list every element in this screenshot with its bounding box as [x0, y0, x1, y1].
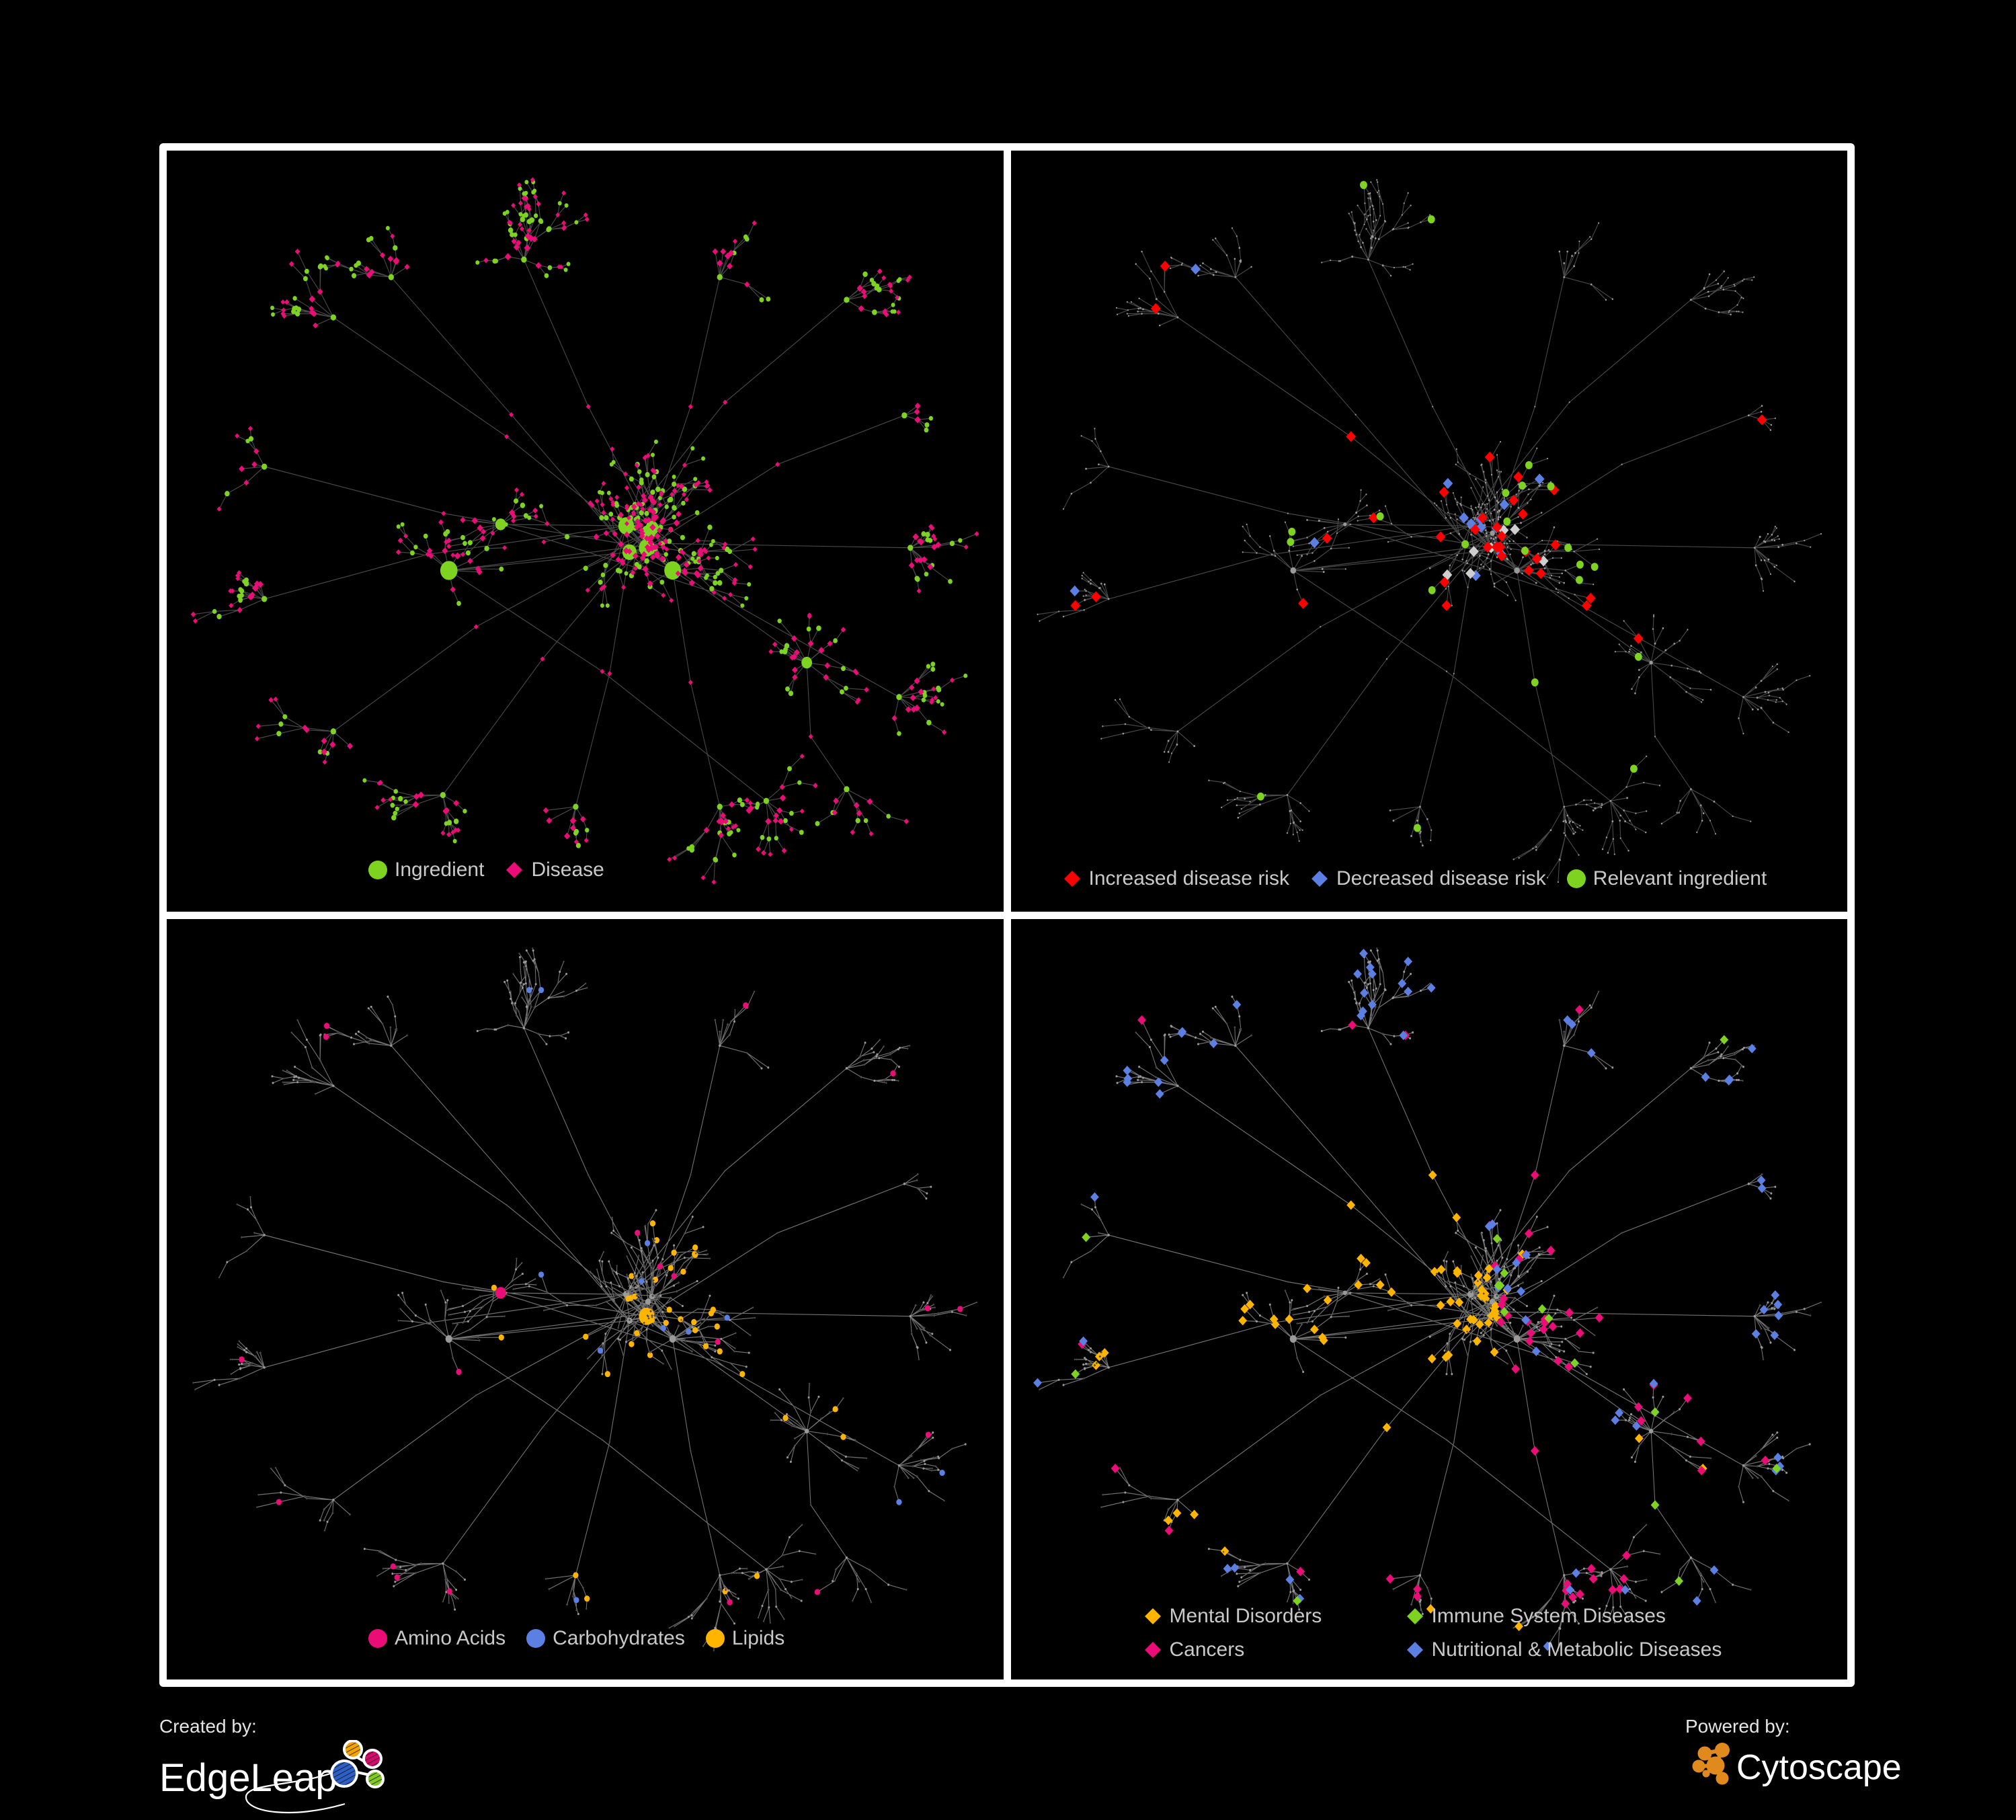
svg-text:Cytoscape: Cytoscape	[1736, 1748, 1902, 1787]
